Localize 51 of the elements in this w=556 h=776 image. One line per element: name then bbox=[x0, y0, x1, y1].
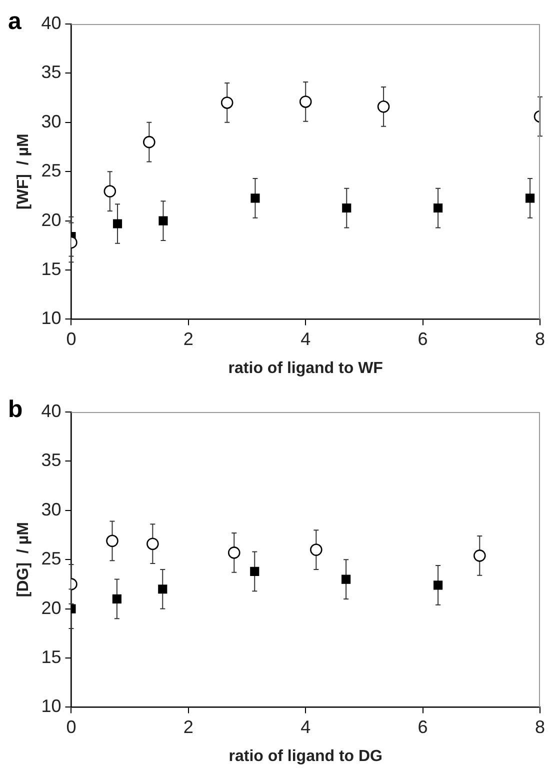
point bbox=[342, 574, 351, 584]
y-tick-label: 35 bbox=[41, 450, 62, 470]
y-tick-label: 20 bbox=[41, 598, 62, 618]
chart-title: a bbox=[8, 8, 22, 36]
x-tick-label: 8 bbox=[534, 328, 546, 349]
x-tick-label: 6 bbox=[418, 716, 428, 737]
point bbox=[228, 546, 240, 559]
point bbox=[342, 203, 352, 213]
x-tick-label: 2 bbox=[183, 716, 194, 737]
point bbox=[158, 216, 168, 226]
x-tick-label: 4 bbox=[300, 716, 311, 737]
y-tick-label: 30 bbox=[41, 499, 62, 520]
point bbox=[434, 203, 443, 213]
y-tick-label: 15 bbox=[41, 258, 62, 279]
point bbox=[473, 550, 486, 562]
x-tick-label: 2 bbox=[183, 328, 194, 349]
point bbox=[112, 219, 122, 228]
x-tick-label: 4 bbox=[300, 328, 311, 349]
x-axis-title: ratio of ligand to WF bbox=[228, 360, 384, 377]
y-axis-title: [DG] / µM bbox=[15, 522, 32, 598]
point bbox=[106, 534, 118, 548]
y-axis-title: [WF] / µM bbox=[15, 134, 32, 210]
y-tick-label: 25 bbox=[41, 548, 62, 569]
x-tick-label: 6 bbox=[418, 328, 428, 349]
x-tick-label: 0 bbox=[66, 716, 76, 737]
y-tick-label: 20 bbox=[41, 210, 62, 230]
chart-title: b bbox=[8, 396, 23, 424]
point bbox=[143, 136, 156, 148]
x-tick-label: 8 bbox=[534, 716, 546, 737]
y-tick-label: 40 bbox=[41, 12, 62, 33]
y-tick-label: 10 bbox=[41, 308, 62, 328]
point bbox=[112, 594, 122, 604]
point bbox=[220, 96, 234, 109]
y-tick-label: 35 bbox=[41, 62, 62, 82]
y-tick-label: 40 bbox=[41, 400, 62, 421]
point bbox=[146, 538, 159, 550]
y-tick-label: 15 bbox=[41, 646, 62, 667]
point bbox=[250, 194, 260, 203]
y-tick-label: 30 bbox=[41, 111, 62, 132]
x-tick-label: 0 bbox=[66, 328, 76, 349]
point bbox=[377, 100, 390, 113]
y-tick-label: 10 bbox=[41, 696, 62, 716]
point bbox=[434, 580, 443, 590]
x-axis-title: ratio of ligand to DG bbox=[228, 748, 382, 765]
point bbox=[299, 96, 312, 108]
point bbox=[310, 544, 322, 556]
point bbox=[158, 584, 168, 594]
y-tick-label: 25 bbox=[41, 160, 62, 181]
point bbox=[526, 194, 535, 203]
point bbox=[104, 185, 116, 198]
point bbox=[250, 566, 260, 576]
